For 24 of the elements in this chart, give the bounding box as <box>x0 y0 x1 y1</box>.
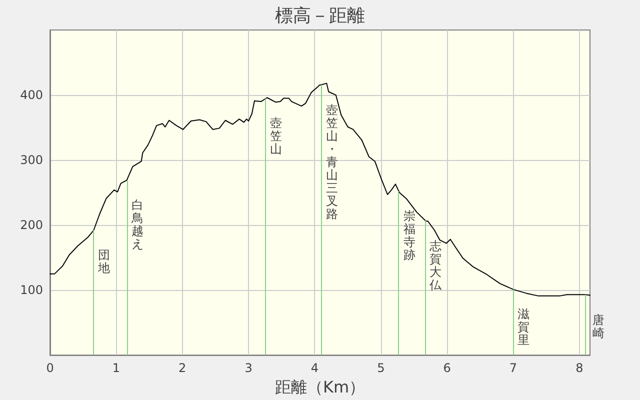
x-tick-label: 0 <box>46 361 54 376</box>
y-tick-label: 100 <box>20 283 43 298</box>
ref-line-label: 壺笠山 <box>270 116 283 156</box>
y-tick-label: 300 <box>20 153 43 168</box>
x-tick-label: 3 <box>244 361 252 376</box>
ref-line-label: 団地 <box>98 248 111 276</box>
x-tick-label: 2 <box>178 361 186 376</box>
ref-line-label: 志賀大仏 <box>429 238 442 292</box>
x-tick-label: 1 <box>112 361 120 376</box>
chart-title: 標高－距離 <box>275 6 365 26</box>
ref-line-label: 白鳥越え <box>130 198 144 252</box>
line-series <box>50 82 590 296</box>
y-tick-label: 200 <box>20 218 43 232</box>
x-tick-label: 7 <box>509 361 518 376</box>
y-tick-label: 400 <box>20 88 43 102</box>
x-tick-label: 4 <box>310 361 319 376</box>
x-tick-label: 6 <box>443 361 451 376</box>
text: 壺笠山・青山三叉路 <box>326 102 338 221</box>
x-tick-label: 5 <box>377 361 385 376</box>
x-tick-label: 8 <box>576 361 584 376</box>
ref-line-label: 滋賀里 <box>517 307 530 348</box>
x-axis-title: 距離（Km） <box>274 378 366 396</box>
ref-line-label: 崇福寺跡 <box>402 209 416 262</box>
ref-line-label: 唐崎 <box>592 312 605 340</box>
